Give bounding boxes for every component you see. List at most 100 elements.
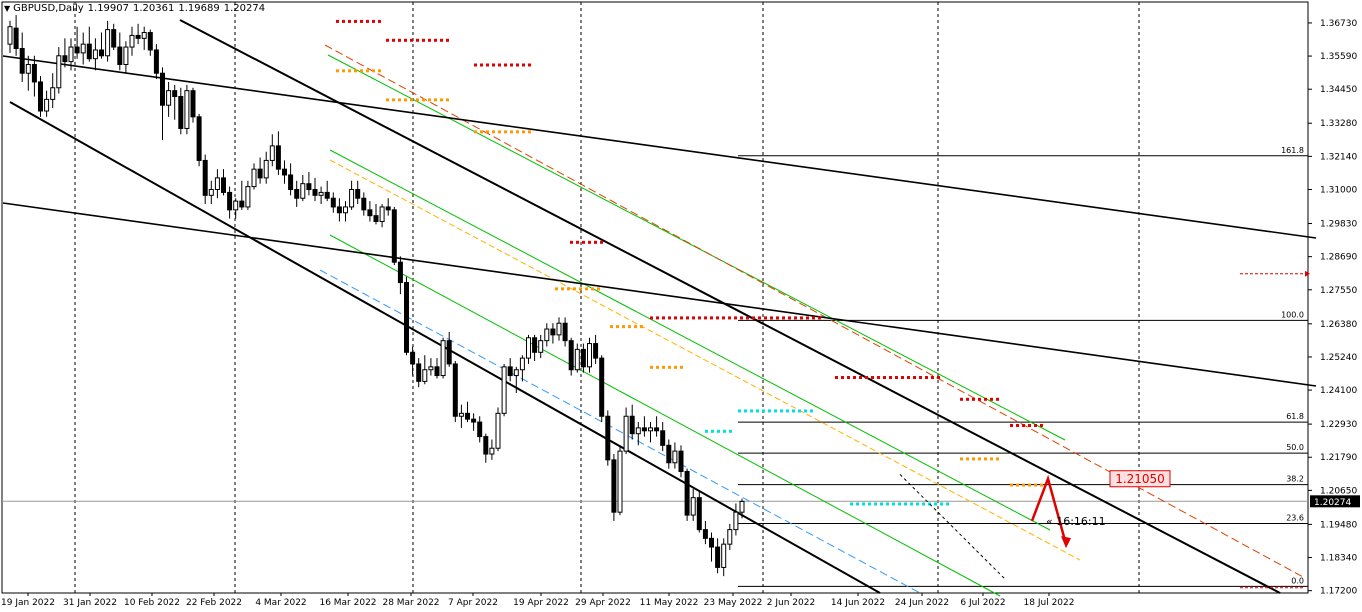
- candle[interactable]: [62, 38, 68, 68]
- candle[interactable]: [239, 180, 245, 210]
- candle[interactable]: [416, 358, 422, 388]
- candle[interactable]: [739, 498, 745, 519]
- candle[interactable]: [135, 23, 141, 45]
- candle[interactable]: [172, 84, 178, 120]
- candle[interactable]: [44, 90, 50, 117]
- candle[interactable]: [330, 192, 336, 213]
- candle[interactable]: [440, 337, 446, 379]
- candle[interactable]: [458, 404, 464, 428]
- candle[interactable]: [282, 160, 287, 184]
- candle[interactable]: [105, 20, 111, 62]
- candle[interactable]: [709, 532, 714, 562]
- candle[interactable]: [733, 503, 739, 536]
- candle[interactable]: [68, 38, 74, 71]
- candle[interactable]: [477, 416, 483, 443]
- candle[interactable]: [56, 47, 62, 94]
- candle[interactable]: [147, 29, 153, 56]
- candle[interactable]: [80, 32, 86, 65]
- candle[interactable]: [227, 186, 233, 219]
- candle[interactable]: [129, 26, 135, 56]
- candle[interactable]: [696, 491, 702, 533]
- candle[interactable]: [684, 468, 690, 521]
- candle[interactable]: [526, 334, 531, 364]
- candle[interactable]: [373, 204, 379, 225]
- candle[interactable]: [233, 198, 239, 219]
- candle[interactable]: [38, 76, 43, 117]
- candle[interactable]: [672, 442, 678, 469]
- candle[interactable]: [721, 538, 727, 577]
- candle[interactable]: [312, 177, 318, 202]
- candle[interactable]: [605, 410, 611, 466]
- candle[interactable]: [214, 169, 220, 199]
- candle[interactable]: [574, 343, 580, 373]
- candle[interactable]: [660, 422, 666, 452]
- candle[interactable]: [343, 201, 348, 222]
- candle[interactable]: [318, 186, 324, 205]
- candle[interactable]: [422, 355, 428, 385]
- candle[interactable]: [434, 358, 440, 379]
- candle[interactable]: [50, 73, 56, 109]
- candles[interactable]: [7, 15, 745, 577]
- candle[interactable]: [501, 363, 507, 417]
- candle[interactable]: [367, 201, 373, 222]
- candle[interactable]: [715, 538, 721, 574]
- candle[interactable]: [544, 323, 550, 347]
- candle[interactable]: [25, 55, 31, 91]
- candle[interactable]: [86, 26, 92, 62]
- candle[interactable]: [727, 523, 733, 550]
- candle[interactable]: [99, 32, 104, 59]
- candle[interactable]: [190, 87, 196, 123]
- candle[interactable]: [263, 151, 269, 184]
- candle[interactable]: [446, 331, 452, 367]
- candle[interactable]: [489, 439, 495, 460]
- candle[interactable]: [666, 439, 672, 469]
- candle[interactable]: [196, 113, 202, 167]
- candle[interactable]: [568, 337, 574, 376]
- candle[interactable]: [654, 416, 660, 437]
- candle[interactable]: [593, 334, 599, 364]
- candle[interactable]: [19, 32, 25, 82]
- candle[interactable]: [257, 157, 263, 184]
- candle[interactable]: [153, 44, 159, 80]
- dropdown-triangle-icon[interactable]: ▼: [4, 4, 11, 13]
- candle[interactable]: [471, 413, 477, 431]
- candle[interactable]: [507, 358, 513, 382]
- candle[interactable]: [385, 198, 391, 216]
- candle[interactable]: [587, 337, 592, 373]
- candle[interactable]: [690, 488, 696, 521]
- candle[interactable]: [31, 55, 37, 97]
- candle[interactable]: [623, 407, 629, 455]
- candle[interactable]: [7, 20, 13, 53]
- candle[interactable]: [391, 206, 397, 266]
- candle[interactable]: [300, 174, 306, 202]
- candle[interactable]: [538, 334, 544, 359]
- candle[interactable]: [117, 32, 123, 71]
- candle[interactable]: [513, 366, 519, 393]
- candle[interactable]: [178, 87, 184, 135]
- candle[interactable]: [519, 355, 525, 382]
- candle[interactable]: [288, 163, 294, 196]
- candle[interactable]: [648, 422, 653, 443]
- candle[interactable]: [349, 180, 355, 210]
- candle[interactable]: [245, 180, 251, 210]
- candle[interactable]: [184, 84, 190, 135]
- candle[interactable]: [361, 192, 367, 216]
- candle[interactable]: [702, 520, 708, 545]
- candle[interactable]: [397, 256, 403, 295]
- candle[interactable]: [641, 416, 647, 437]
- candle[interactable]: [336, 198, 342, 222]
- candle[interactable]: [324, 180, 330, 202]
- candle[interactable]: [678, 445, 684, 478]
- candle[interactable]: [483, 433, 489, 463]
- candle[interactable]: [166, 81, 172, 117]
- candle[interactable]: [532, 334, 538, 362]
- candle[interactable]: [465, 401, 470, 423]
- candle[interactable]: [141, 26, 147, 50]
- candle[interactable]: [355, 180, 361, 205]
- candle[interactable]: [599, 355, 605, 423]
- candle[interactable]: [306, 172, 312, 196]
- candle[interactable]: [452, 361, 458, 423]
- candle[interactable]: [495, 407, 501, 452]
- candle[interactable]: [410, 346, 416, 376]
